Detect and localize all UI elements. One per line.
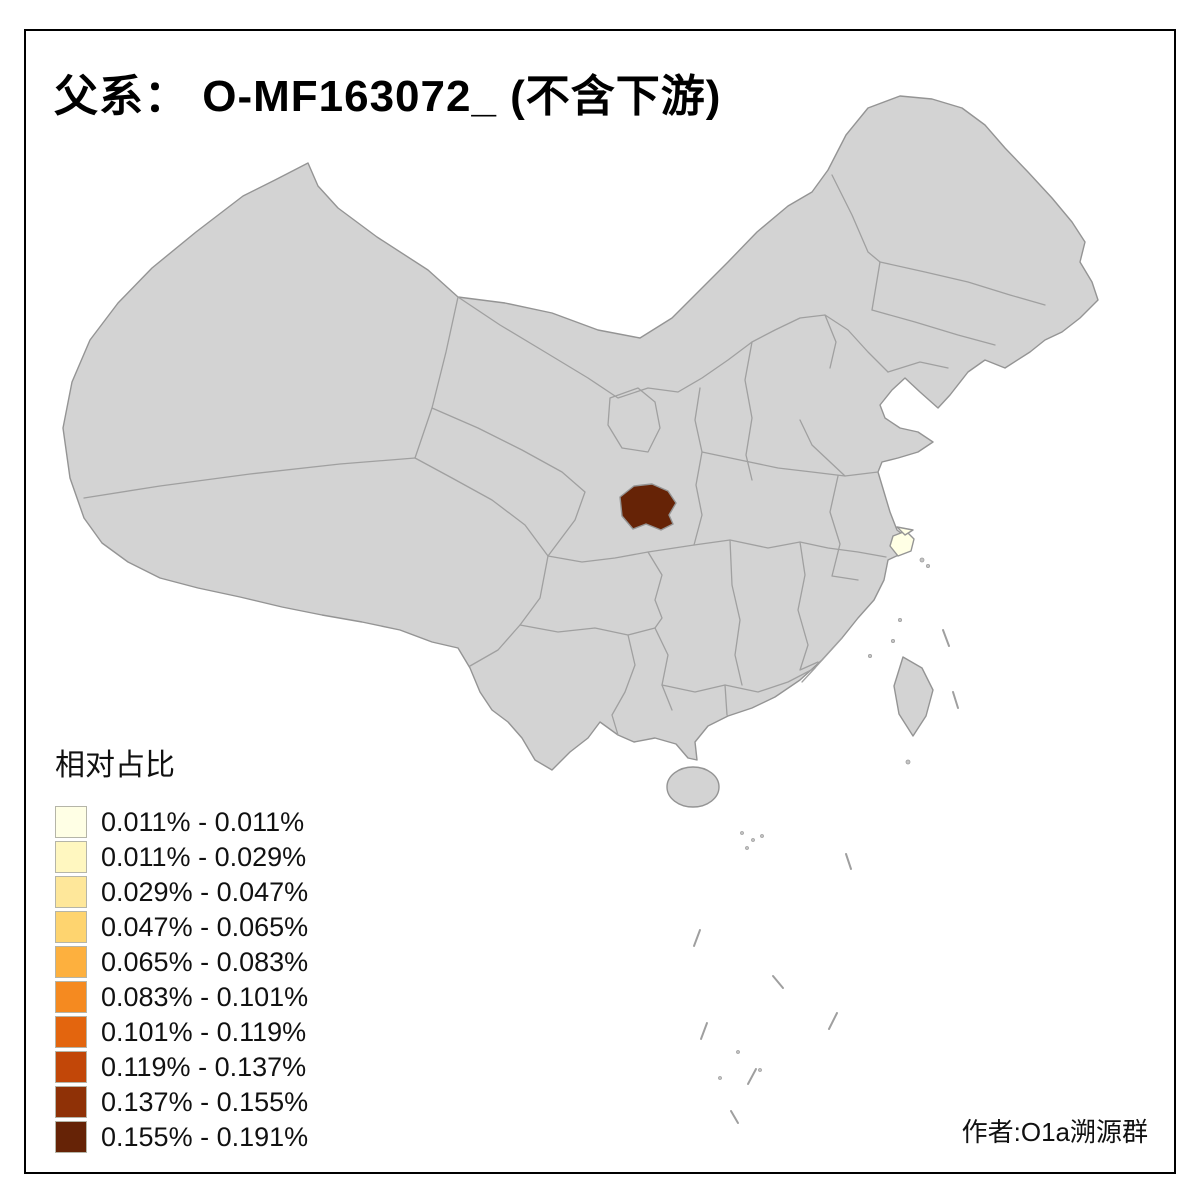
legend-row: 0.047% - 0.065% — [55, 911, 385, 943]
legend-label: 0.101% - 0.119% — [101, 1016, 307, 1047]
legend-row: 0.083% - 0.101% — [55, 981, 385, 1013]
coastal-islets — [868, 557, 931, 765]
legend-label: 0.137% - 0.155% — [101, 1086, 309, 1117]
legend-title: 相对占比 — [55, 749, 175, 782]
map-title: 父系： O-MF163072_ (不含下游) — [54, 72, 722, 121]
legend-swatch — [55, 911, 87, 943]
hainan-island — [666, 766, 720, 808]
province-borders — [83, 174, 1046, 736]
legend-label: 0.047% - 0.065% — [101, 911, 309, 942]
legend-row: 0.029% - 0.047% — [55, 876, 385, 908]
shanghai-island-sliver — [896, 526, 914, 536]
mainland-landmass — [62, 95, 1099, 771]
legend-swatch — [55, 1051, 87, 1083]
author-credit: 作者:O1a溯源群 — [961, 1117, 1148, 1147]
legend-swatch — [55, 1121, 87, 1153]
highlighted-region-central-china — [619, 483, 677, 531]
legend-row: 0.065% - 0.083% — [55, 946, 385, 978]
legend-row: 0.011% - 0.029% — [55, 841, 385, 873]
legend-label: 0.011% - 0.029% — [101, 841, 307, 872]
sea-island-specks — [718, 831, 764, 1080]
legend-row: 0.137% - 0.155% — [55, 1086, 385, 1118]
legend-swatch — [55, 806, 87, 838]
legend-label: 0.029% - 0.047% — [101, 876, 309, 907]
taiwan-island — [893, 656, 934, 737]
legend-label: 0.155% - 0.191% — [101, 1121, 309, 1152]
legend-label: 0.083% - 0.101% — [101, 981, 309, 1012]
legend-swatch — [55, 1016, 87, 1048]
legend-label: 0.119% - 0.137% — [101, 1051, 307, 1082]
legend-label: 0.011% - 0.011% — [101, 806, 305, 837]
legend-swatch — [55, 841, 87, 873]
legend-row: 0.011% - 0.011% — [55, 806, 385, 838]
legend: 相对占比 0.011% - 0.011% 0.011% - 0.029% 0.0… — [55, 740, 385, 1156]
legend-row: 0.101% - 0.119% — [55, 1016, 385, 1048]
legend-row: 0.155% - 0.191% — [55, 1121, 385, 1153]
legend-swatch — [55, 1086, 87, 1118]
legend-swatch — [55, 876, 87, 908]
nine-dash-line — [693, 629, 959, 1124]
legend-swatch — [55, 946, 87, 978]
legend-label: 0.065% - 0.083% — [101, 946, 309, 977]
legend-row: 0.119% - 0.137% — [55, 1051, 385, 1083]
legend-swatch — [55, 981, 87, 1013]
